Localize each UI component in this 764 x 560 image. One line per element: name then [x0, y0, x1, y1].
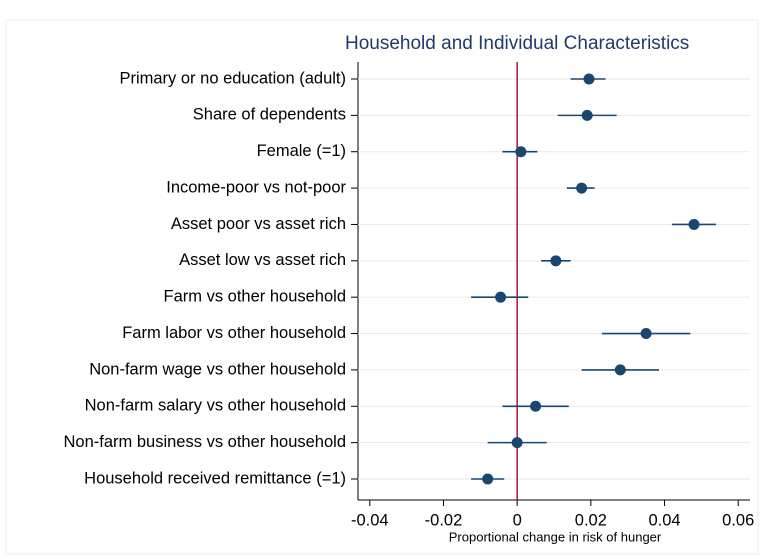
x-tick-label: 0.06	[722, 511, 754, 529]
y-tick-label: Non-farm business vs other household	[64, 433, 346, 451]
graph-frame	[5, 19, 759, 555]
point-estimate	[495, 291, 507, 303]
y-tick-label: Share of dependents	[193, 106, 346, 124]
point-estimate	[581, 109, 593, 121]
y-tick-label: Primary or no education (adult)	[119, 69, 346, 87]
y-tick-label: Asset low vs asset rich	[179, 251, 346, 269]
x-tick-label: 0.04	[648, 511, 680, 529]
point-estimate	[640, 328, 652, 340]
x-tick-label: -0.04	[351, 511, 389, 529]
point-estimate	[550, 255, 562, 267]
point-estimate	[511, 437, 523, 449]
point-estimate	[482, 473, 494, 485]
point-estimate	[576, 182, 588, 194]
y-tick-label: Non-farm wage vs other household	[89, 360, 346, 378]
y-tick-label: Household received remittance (=1)	[84, 469, 346, 487]
x-tick-label: -0.02	[425, 511, 463, 529]
point-estimate	[583, 73, 595, 85]
point-estimate	[614, 364, 626, 376]
point-estimate	[530, 400, 542, 412]
point-estimate	[688, 218, 700, 230]
x-axis-title: Proportional change in risk of hunger	[449, 529, 662, 544]
y-tick-label: Female (=1)	[257, 142, 346, 160]
chart-title: Household and Individual Characteristics	[345, 33, 689, 54]
y-tick-label: Non-farm salary vs other household	[85, 397, 346, 415]
y-tick-label: Asset poor vs asset rich	[171, 215, 346, 233]
x-tick-label: 0.02	[575, 511, 607, 529]
y-tick-label: Farm labor vs other household	[122, 324, 346, 342]
point-estimate	[515, 146, 527, 158]
y-tick-label: Farm vs other household	[163, 288, 346, 306]
x-tick-label: 0	[513, 511, 522, 529]
y-tick-label: Income-poor vs not-poor	[166, 178, 346, 196]
